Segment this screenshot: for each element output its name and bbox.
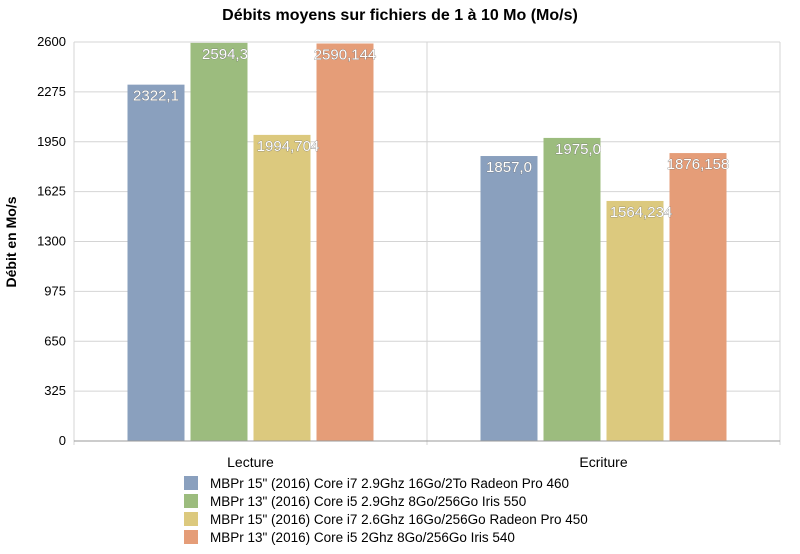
bar [253,134,311,441]
legend-swatch [184,512,198,526]
y-tick-label: 1625 [37,184,66,199]
y-tick-label: 975 [44,283,66,298]
bar [606,200,664,441]
legend-item: MBPr 15" (2016) Core i7 2.6Ghz 16Go/256G… [184,510,704,528]
data-label: 2594,3 [202,46,248,63]
data-label: 1564,234 [610,204,673,221]
bar [316,43,374,442]
legend-label: MBPr 15" (2016) Core i7 2.9Ghz 16Go/2To … [210,475,569,491]
x-category-label: Lecture [227,454,274,470]
y-tick-label: 1300 [37,234,66,249]
legend-swatch [184,530,198,544]
legend-item: MBPr 13" (2016) Core i5 2.9Ghz 8Go/256Go… [184,492,704,510]
bar [480,156,538,442]
bar-chart: Débits moyens sur fichiers de 1 à 10 Mo … [3,7,781,470]
y-tick-label: 1950 [37,134,66,149]
y-tick-label: 0 [59,433,66,448]
data-label: 1876,158 [667,156,730,173]
legend-item: MBPr 15" (2016) Core i7 2.9Ghz 16Go/2To … [184,474,704,492]
legend-swatch [184,476,198,490]
data-label: 2590,144 [314,47,377,64]
y-tick-label: 325 [44,383,66,398]
y-tick-label: 2275 [37,84,66,99]
bar [543,137,601,442]
bar [127,84,185,441]
legend-label: MBPr 13" (2016) Core i5 2Ghz 8Go/256Go I… [210,529,515,545]
data-label: 1975,0 [555,141,601,158]
legend-item: MBPr 13" (2016) Core i5 2Ghz 8Go/256Go I… [184,528,704,546]
chart-legend: MBPr 15" (2016) Core i7 2.9Ghz 16Go/2To … [184,474,704,546]
legend-label: MBPr 13" (2016) Core i5 2.9Ghz 8Go/256Go… [210,493,527,509]
chart-title: Débits moyens sur fichiers de 1 à 10 Mo … [222,7,578,24]
y-axis-label: Débit en Mo/s [3,196,19,287]
legend-label: MBPr 15" (2016) Core i7 2.6Ghz 16Go/256G… [210,511,588,527]
data-label: 1994,704 [257,138,320,155]
data-label: 1857,0 [486,159,532,176]
legend-swatch [184,494,198,508]
bar [190,42,248,442]
data-label: 2322,1 [133,88,179,105]
y-tick-label: 2600 [37,34,66,49]
bar [669,153,727,441]
y-tick-label: 650 [44,333,66,348]
x-category-label: Ecriture [579,454,627,470]
